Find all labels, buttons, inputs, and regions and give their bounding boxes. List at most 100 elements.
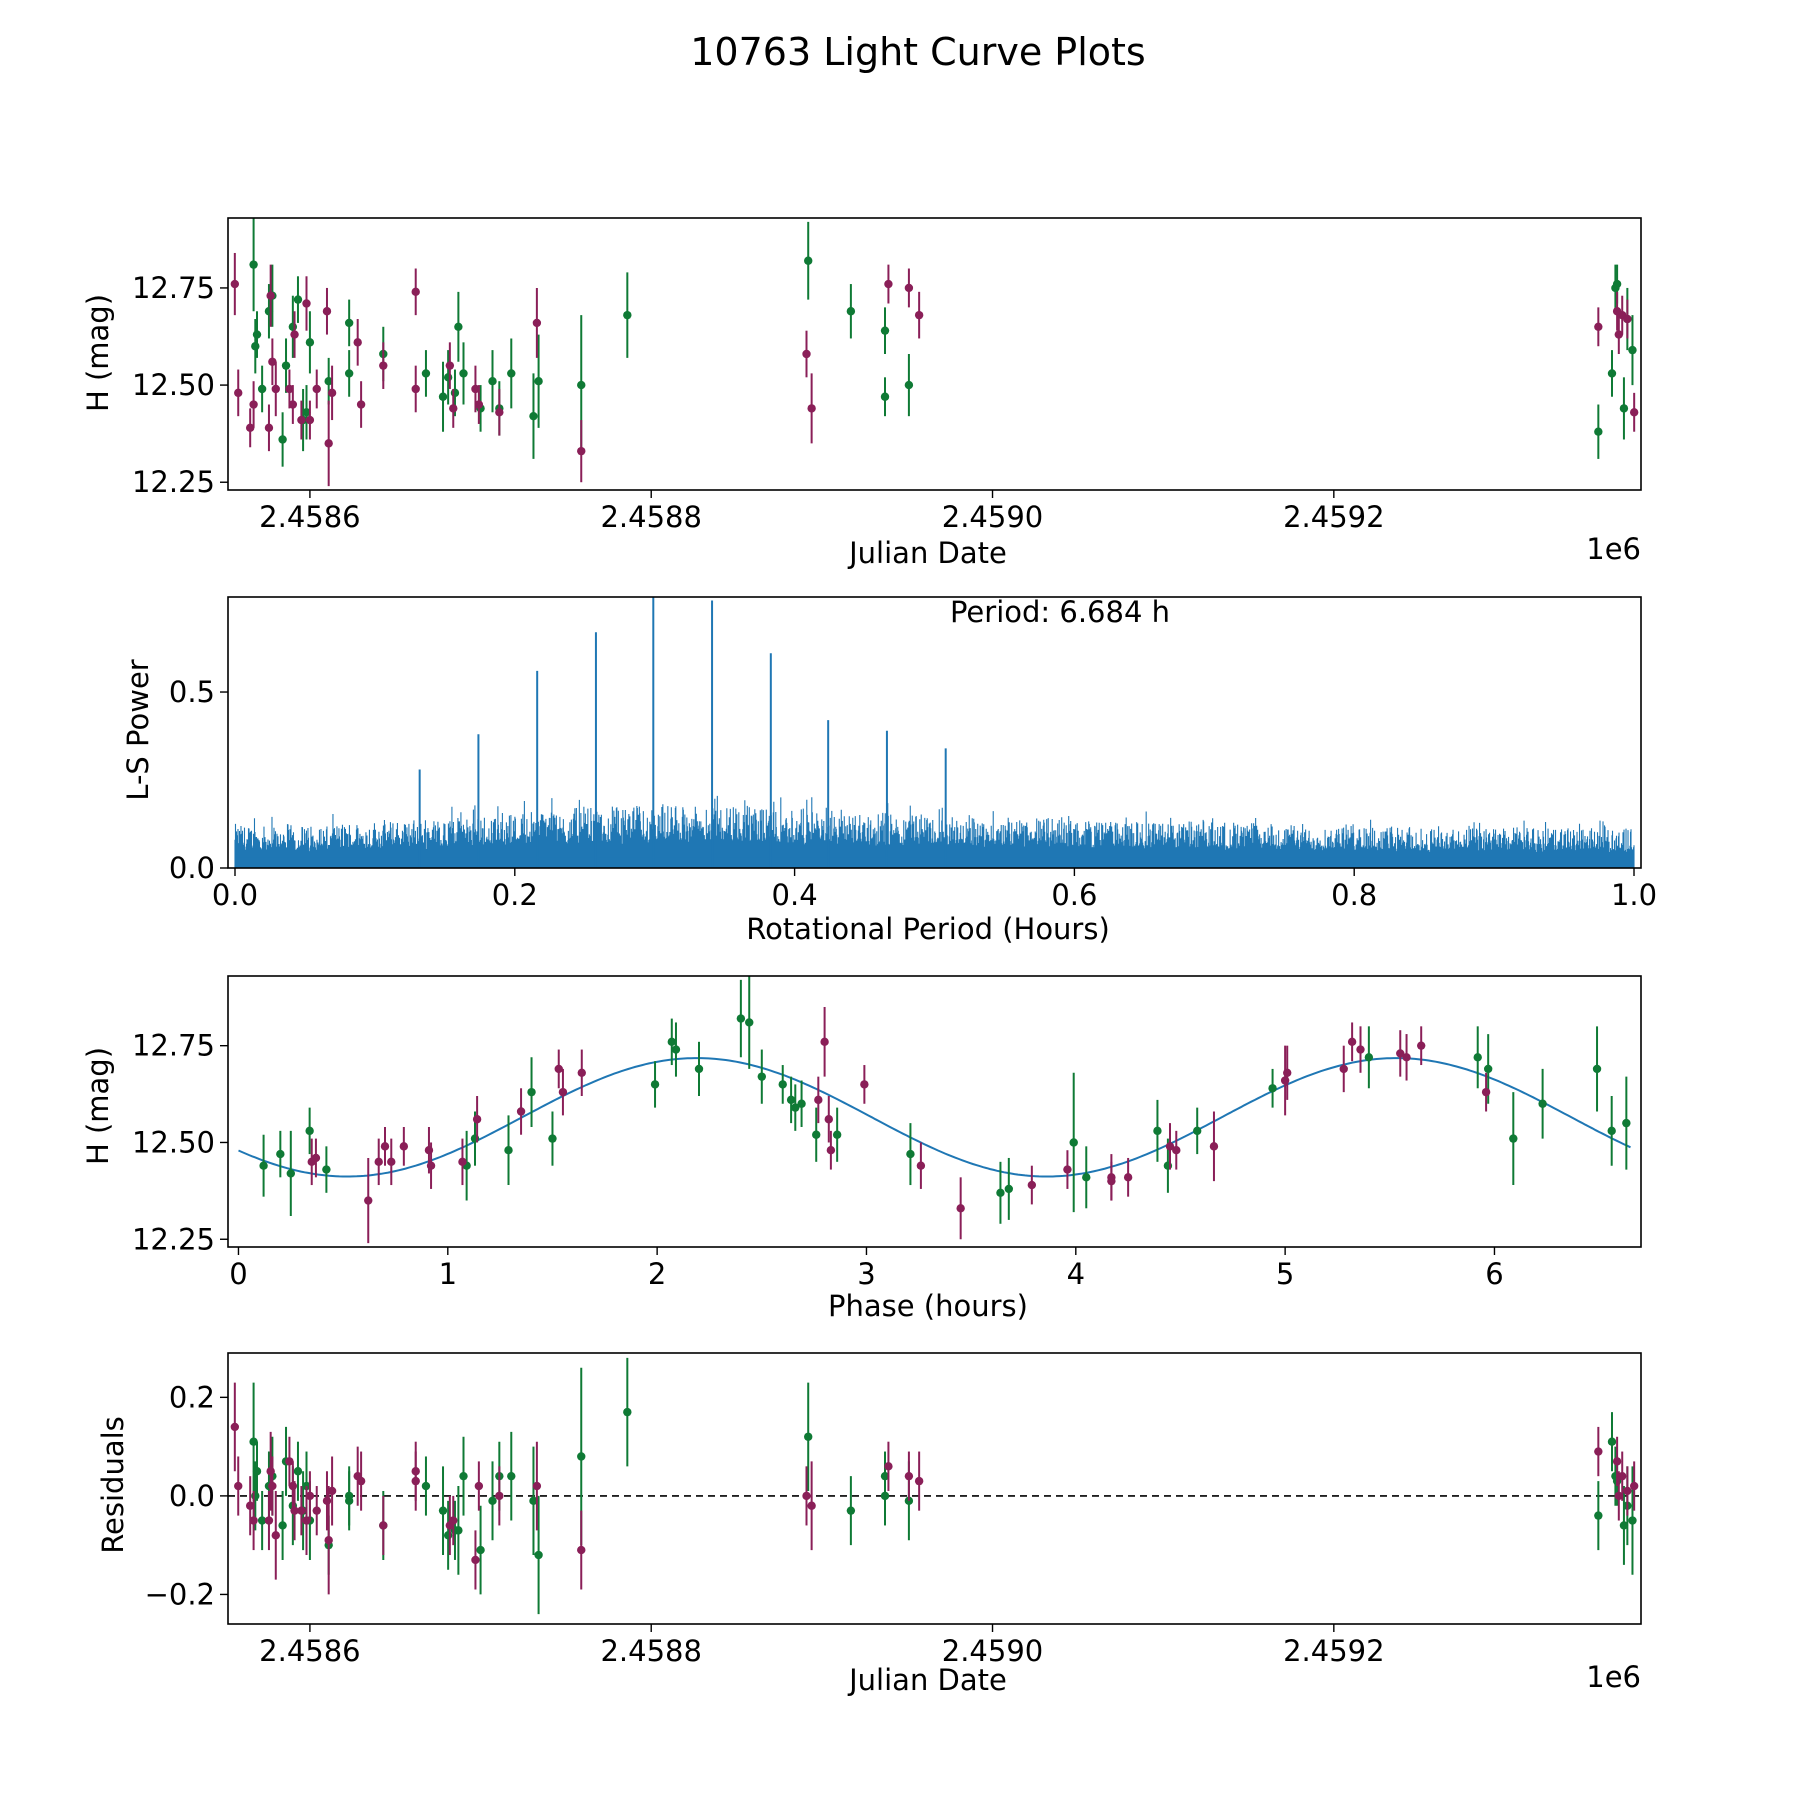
residuals-point-r	[290, 1506, 299, 1515]
phased-point-r	[1396, 1049, 1405, 1058]
phased-point-g	[1538, 1099, 1547, 1108]
raw-point-g	[438, 392, 448, 401]
residuals-point-r	[474, 1481, 484, 1491]
figure-title: 10763 Light Curve Plots	[690, 30, 1145, 74]
residuals-point-r	[1614, 1491, 1624, 1501]
residuals-point-g	[846, 1506, 856, 1515]
raw-point-g	[577, 380, 586, 390]
residuals-point-g	[534, 1550, 543, 1560]
raw-x-offset-label: 1e6	[1586, 532, 1641, 566]
phased-point-g	[1592, 1064, 1602, 1074]
phased-ytick-label: 12.75	[132, 1029, 215, 1063]
raw-point-g	[846, 307, 856, 316]
residuals-point-r	[297, 1506, 306, 1515]
raw-point-r	[532, 318, 542, 328]
periodogram-panel: Rotational Period (Hours) L-S Power Peri…	[121, 595, 1657, 946]
phased-point-r	[1165, 1142, 1175, 1151]
raw-point-g	[880, 326, 890, 335]
raw-point-r	[474, 400, 484, 409]
phased-point-r	[956, 1204, 965, 1213]
residuals-point-r	[322, 1496, 332, 1506]
raw-ylabel: H (mag)	[81, 294, 115, 412]
raw-point-r	[802, 349, 811, 359]
periodogram-frame	[227, 596, 1642, 869]
raw-point-g	[623, 310, 632, 320]
periodogram-ytick-label: 0.0	[169, 851, 215, 885]
residuals-point-r	[271, 1531, 280, 1540]
residuals-point-r	[327, 1486, 337, 1496]
phased-fit-curve	[238, 1057, 1631, 1178]
raw-ytick-label: 12.75	[132, 271, 215, 305]
phased-point-r	[311, 1153, 321, 1163]
residuals-point-r	[379, 1521, 388, 1530]
phased-ytick-label: 12.25	[132, 1222, 215, 1256]
phased-point-r	[1172, 1146, 1181, 1155]
raw-point-r	[285, 384, 294, 394]
residuals-point-r	[230, 1422, 240, 1432]
periodogram-xtick-label: 1.0	[1611, 878, 1657, 912]
raw-point-r	[249, 400, 258, 409]
phased-point-g	[650, 1080, 660, 1089]
phased-point-r	[1063, 1165, 1072, 1174]
raw-point-g	[257, 384, 267, 394]
periodogram-plot-area	[234, 597, 1635, 868]
phased-point-g	[832, 1130, 842, 1139]
phased-point-r	[1123, 1173, 1133, 1182]
raw-point-r	[449, 404, 458, 413]
phased-point-r	[1027, 1180, 1037, 1190]
phased-point-r	[516, 1107, 526, 1116]
residuals-point-r	[1612, 1457, 1622, 1466]
phased-point-r	[826, 1146, 836, 1155]
residuals-point-g	[257, 1516, 267, 1525]
residuals-point-r	[914, 1476, 924, 1486]
phased-point-r	[364, 1196, 373, 1205]
residuals-point-g	[438, 1506, 448, 1515]
raw-point-g	[459, 369, 468, 378]
raw-point-r	[445, 361, 455, 370]
residuals-point-r	[302, 1516, 311, 1525]
raw-point-r	[322, 307, 332, 316]
residuals-point-r	[807, 1501, 816, 1510]
phased-xtick-label: 2	[648, 1257, 666, 1291]
raw-point-r	[302, 299, 311, 308]
residuals-point-r	[1594, 1447, 1603, 1456]
phased-point-r	[814, 1095, 823, 1105]
raw-point-g	[488, 377, 497, 386]
residuals-ytick-label: −0.2	[145, 1577, 215, 1611]
raw-point-g	[302, 408, 311, 417]
phased-ylabel: H (mag)	[81, 1047, 115, 1165]
phased-point-g	[1193, 1126, 1202, 1136]
residuals-point-r	[904, 1471, 914, 1481]
residuals-point-r	[245, 1501, 255, 1510]
phased-xtick-label: 1	[439, 1257, 457, 1291]
residuals-point-r	[577, 1545, 586, 1555]
phased-point-r	[824, 1115, 833, 1124]
raw-light-curve-panel: Julian Date H (mag) 1e6 2.4586 2.4588 2.45…	[81, 217, 1642, 570]
phased-point-g	[1153, 1126, 1162, 1136]
residuals-point-r	[1623, 1486, 1632, 1496]
raw-point-r	[1594, 322, 1603, 331]
phased-point-g	[1082, 1173, 1091, 1182]
phased-xtick-label: 4	[1067, 1257, 1085, 1291]
phased-point-r	[860, 1080, 869, 1089]
raw-point-r	[411, 287, 420, 297]
residuals-point-g	[251, 1491, 260, 1501]
residuals-point-g	[1628, 1516, 1637, 1525]
residuals-point-r	[802, 1491, 811, 1501]
raw-frame	[227, 217, 1642, 491]
residuals-point-g	[454, 1526, 463, 1535]
raw-point-g	[421, 369, 431, 378]
phased-point-g	[786, 1095, 796, 1105]
phased-point-g	[286, 1169, 295, 1178]
phased-point-r	[1339, 1064, 1348, 1074]
periodogram-xtick-label: 0.2	[492, 878, 538, 912]
raw-point-r	[324, 439, 333, 448]
raw-point-g	[880, 392, 890, 401]
phased-point-g	[757, 1072, 766, 1081]
residuals-point-r	[532, 1481, 542, 1491]
raw-point-r	[234, 388, 243, 398]
residuals-point-r	[495, 1491, 504, 1501]
residuals-point-r	[266, 1467, 275, 1476]
phased-point-r	[916, 1161, 926, 1170]
raw-point-g	[288, 322, 298, 331]
